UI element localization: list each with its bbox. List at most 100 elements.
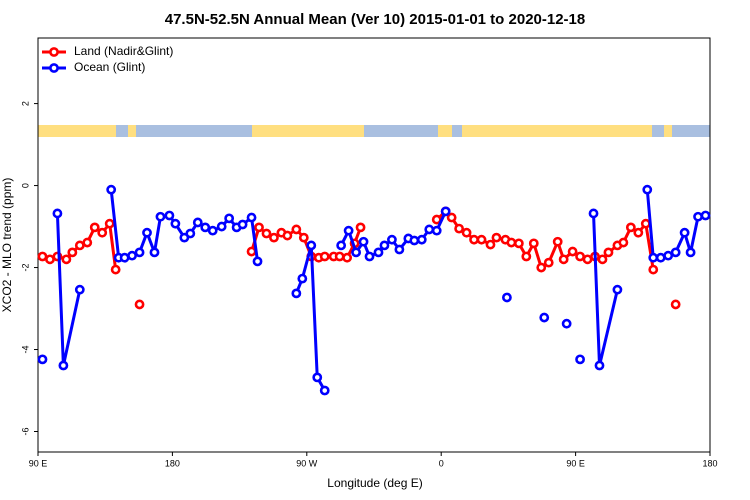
data-point [670,299,681,310]
data-point [379,240,390,251]
data-point [282,230,293,241]
data-point [679,227,690,238]
data-point [543,257,554,268]
data-point [663,250,674,261]
data-point [319,251,330,262]
data-point [312,372,323,383]
data-point [575,251,585,262]
data-point [355,222,366,233]
x-tick-label: 0 [439,458,444,468]
data-point [685,247,696,258]
data-point [625,222,636,233]
data-point [319,385,330,396]
data-point [416,234,427,245]
y-tick-label: -6 [20,427,30,435]
x-tick-label: 90 W [296,458,318,468]
data-point [170,218,181,229]
data-point [224,213,235,224]
data-point [364,251,375,262]
data-point [597,254,608,265]
data-point [306,240,317,251]
x-tick-label: 90 E [29,458,48,468]
x-tick-label: 90 E [566,458,585,468]
data-point [446,212,457,223]
data-point [164,210,175,221]
data-point [110,264,121,275]
data-point [409,235,420,246]
legend-marker [49,63,59,73]
data-point [640,218,651,229]
data-point [45,254,55,265]
data-point [74,284,85,295]
data-point [502,292,512,303]
data-point [237,219,248,230]
data-point [298,232,309,243]
data-point [58,360,69,371]
data-point [440,206,451,217]
data-point [373,247,384,258]
data-point [155,211,166,222]
data-point [603,247,614,258]
data-point [254,222,264,233]
y-tick-label: -4 [20,346,30,354]
chart-title: 47.5N-52.5N Annual Mean (Ver 10) 2015-01… [165,11,585,28]
data-point [52,208,63,219]
data-point [513,238,524,249]
y-axis-label: XCO2 - MLO trend (ppm) [0,178,14,313]
data-point [655,252,666,263]
data-point [485,239,496,250]
data-point [252,256,263,267]
legend-label: Ocean (Glint) [74,60,145,74]
data-point [37,354,48,365]
data-point [134,299,145,310]
data-point [461,227,472,238]
data-point [358,236,369,247]
data-point [491,232,502,243]
data-point [297,273,308,284]
data-point [431,225,442,236]
plot-frame [37,37,711,453]
data-point [342,252,353,263]
data-point [539,312,550,323]
data-point [567,246,578,257]
data-point [216,221,227,232]
data-point [291,224,302,235]
x-axis-label: Longitude (deg E) [327,476,422,490]
data-point [552,236,563,247]
legend-label: Land (Nadir&Glint) [74,44,173,58]
data-point [82,237,93,248]
data-point [134,247,145,258]
data-point [612,284,623,295]
data-point [575,354,585,365]
data-point [588,208,599,219]
data-point [200,222,211,233]
data-point [104,218,115,229]
data-point [469,234,479,245]
data-point [61,254,72,265]
data-point [67,247,78,258]
data-point [558,254,569,265]
x-tick-label: 180 [702,458,717,468]
data-point [291,288,302,299]
data-point [394,244,405,255]
data-point [594,360,605,371]
data-point [633,227,644,238]
data-point [261,228,272,239]
data-point [343,225,354,236]
data-point [89,222,100,233]
data-point [269,232,279,243]
data-point [582,254,593,265]
data-point [506,237,517,248]
data-point [648,252,659,263]
data-point [670,247,681,258]
data-point [454,223,465,234]
data-point [387,234,397,245]
data-point [142,227,152,238]
data-point [351,247,361,258]
data-point [192,217,203,228]
data-point [246,212,257,223]
data-point [97,227,108,238]
data-point [521,251,532,262]
data-point [127,250,137,261]
data-point [700,210,711,221]
